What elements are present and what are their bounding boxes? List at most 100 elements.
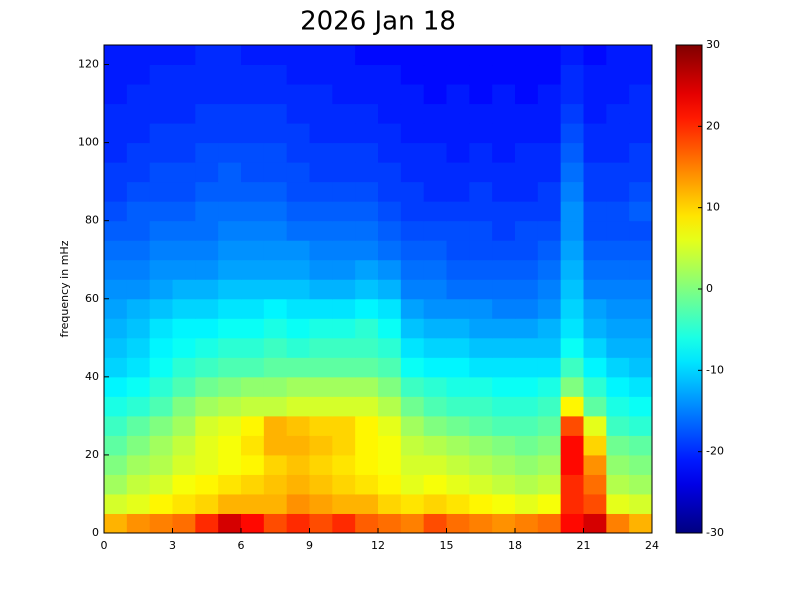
- heatmap-cell: [629, 142, 653, 163]
- heatmap-cell: [378, 162, 402, 183]
- heatmap-cell: [423, 64, 447, 85]
- heatmap-cell: [172, 162, 196, 183]
- heatmap-cell: [560, 337, 584, 358]
- heatmap-cell: [241, 435, 265, 456]
- heatmap-cell: [583, 435, 607, 456]
- heatmap-cell: [560, 240, 584, 261]
- heatmap-cell: [537, 279, 562, 300]
- heatmap-cell: [515, 493, 539, 514]
- heatmap-cell: [286, 474, 310, 495]
- heatmap-cell: [400, 240, 425, 261]
- heatmap-cell: [560, 201, 584, 222]
- heatmap-cell: [286, 181, 310, 202]
- heatmap-cell: [606, 318, 630, 339]
- heatmap-cell: [537, 298, 562, 319]
- heatmap-cell: [332, 240, 356, 261]
- heatmap-cell: [149, 123, 173, 144]
- heatmap-cell: [492, 142, 516, 163]
- heatmap-cell: [606, 64, 630, 85]
- heatmap-cell: [629, 396, 653, 417]
- heatmap-cell: [400, 396, 425, 417]
- heatmap-cell: [469, 201, 493, 222]
- heatmap-cell: [629, 103, 653, 124]
- heatmap-cell: [446, 454, 470, 475]
- heatmap-cell: [355, 337, 379, 358]
- heatmap-cell: [195, 259, 219, 280]
- heatmap-cell: [423, 84, 447, 105]
- heatmap-cell: [355, 103, 379, 124]
- heatmap-cell: [492, 181, 516, 202]
- heatmap-cell: [241, 45, 265, 66]
- heatmap-cell: [560, 298, 584, 319]
- heatmap-cell: [469, 142, 493, 163]
- heatmap-cell: [423, 103, 447, 124]
- heatmap-cell: [286, 259, 310, 280]
- heatmap-cell: [537, 181, 562, 202]
- heatmap-cell: [469, 435, 493, 456]
- x-tick-label: 15: [440, 539, 454, 552]
- heatmap-cell: [400, 201, 425, 222]
- heatmap-cell: [492, 357, 516, 378]
- heatmap-cell: [515, 396, 539, 417]
- heatmap-cell: [400, 103, 425, 124]
- heatmap-cell: [218, 337, 242, 358]
- heatmap-cell: [378, 337, 402, 358]
- heatmap-cell: [537, 240, 562, 261]
- heatmap-cell: [104, 240, 128, 261]
- heatmap-cell: [355, 64, 379, 85]
- heatmap-cell: [537, 337, 562, 358]
- heatmap-cell: [309, 45, 333, 66]
- heatmap-cell: [195, 454, 219, 475]
- heatmap-cell: [537, 357, 562, 378]
- heatmap-cell: [629, 454, 653, 475]
- heatmap-cell: [241, 357, 265, 378]
- heatmap-cell: [195, 240, 219, 261]
- heatmap-cell: [400, 142, 425, 163]
- heatmap-cell: [104, 45, 128, 66]
- heatmap-cell: [492, 415, 516, 436]
- heatmap-cell: [286, 415, 310, 436]
- heatmap-cell: [104, 493, 128, 514]
- heatmap-cell: [378, 279, 402, 300]
- x-tick-label: 24: [645, 539, 659, 552]
- heatmap-cell: [423, 376, 447, 397]
- heatmap-cell: [218, 474, 242, 495]
- heatmap-cell: [104, 454, 128, 475]
- heatmap-cell: [218, 357, 242, 378]
- heatmap-cell: [332, 64, 356, 85]
- heatmap-cell: [126, 142, 151, 163]
- heatmap-cell: [309, 396, 333, 417]
- heatmap-cell: [583, 220, 607, 241]
- heatmap-cell: [332, 162, 356, 183]
- heatmap-cell: [286, 357, 310, 378]
- heatmap-cell: [126, 220, 151, 241]
- heatmap-cell: [218, 415, 242, 436]
- heatmap-cell: [378, 142, 402, 163]
- heatmap-cell: [515, 376, 539, 397]
- heatmap-cell: [423, 513, 447, 534]
- heatmap-cell: [355, 435, 379, 456]
- heatmap-cell: [309, 181, 333, 202]
- heatmap-cell: [583, 279, 607, 300]
- heatmap-cell: [583, 64, 607, 85]
- heatmap-cell: [492, 123, 516, 144]
- heatmap-cell: [218, 162, 242, 183]
- heatmap-cell: [355, 396, 379, 417]
- heatmap-cell: [149, 259, 173, 280]
- chart-title: 2026 Jan 18: [300, 7, 456, 37]
- heatmap-cell: [469, 220, 493, 241]
- heatmap-cell: [104, 64, 128, 85]
- heatmap-cell: [309, 474, 333, 495]
- heatmap-cell: [469, 474, 493, 495]
- heatmap-cell: [218, 435, 242, 456]
- heatmap-cell: [378, 240, 402, 261]
- heatmap-cell: [172, 357, 196, 378]
- heatmap-cell: [195, 103, 219, 124]
- heatmap-cell: [355, 201, 379, 222]
- heatmap-cell: [241, 201, 265, 222]
- heatmap-cell: [515, 415, 539, 436]
- heatmap-cell: [423, 220, 447, 241]
- heatmap-cell: [583, 45, 607, 66]
- heatmap-cell: [378, 474, 402, 495]
- heatmap-cell: [286, 318, 310, 339]
